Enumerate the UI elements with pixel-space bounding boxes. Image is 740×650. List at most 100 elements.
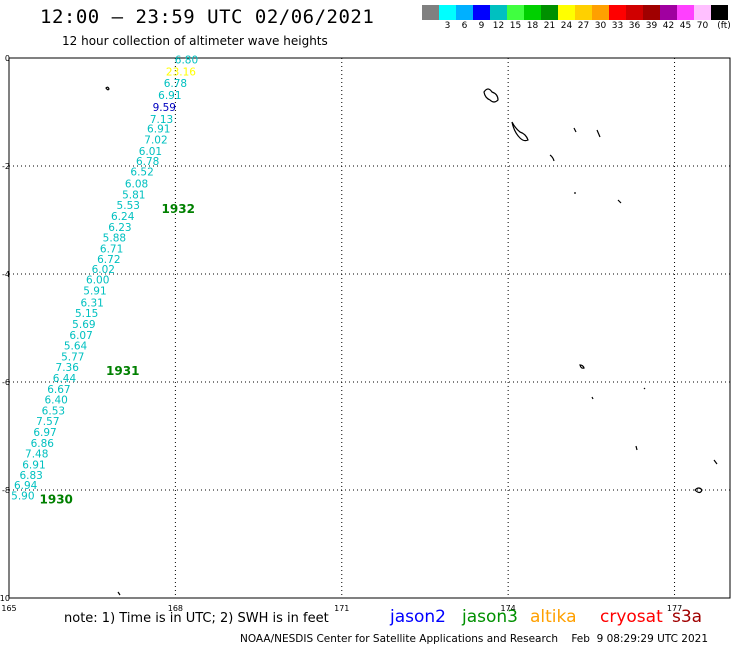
wave-height-label: 6.24 bbox=[111, 211, 135, 223]
wave-height-label: 6.52 bbox=[130, 167, 153, 179]
wave-height-label: 6.67 bbox=[47, 384, 70, 396]
legend-label: 30 bbox=[594, 21, 607, 31]
wave-height-label: 6.97 bbox=[33, 427, 56, 439]
wave-height-label: 6.08 bbox=[125, 179, 148, 191]
island-outline bbox=[591, 396, 594, 400]
wave-height-label: 6.02 bbox=[92, 264, 115, 276]
pass-time-label: 1931 bbox=[106, 364, 139, 378]
satellite-label-jason2: jason2 bbox=[390, 607, 446, 627]
satellite-label-s3a: s3a bbox=[672, 607, 703, 627]
island-outline bbox=[635, 445, 638, 451]
y-tick-label: -2 bbox=[2, 162, 10, 171]
wave-height-label: 6.91 bbox=[22, 459, 45, 471]
wave-height-label: 6.40 bbox=[44, 395, 67, 407]
map-axes: 165 168 171 174 177 0 -2 -4 -6 -8 -10 bbox=[0, 54, 731, 613]
wave-height-label: 6.31 bbox=[80, 297, 103, 309]
legend-label: 6 bbox=[461, 21, 468, 31]
wave-height-label: 5.77 bbox=[61, 351, 84, 363]
footer-note: note: 1) Time is in UTC; 2) SWH is in fe… bbox=[64, 611, 329, 626]
legend-label: 33 bbox=[611, 21, 624, 31]
island-outline bbox=[713, 459, 718, 465]
legend-label: 42 bbox=[662, 21, 675, 31]
credit-line: NOAA/NESDIS Center for Satellite Applica… bbox=[240, 633, 708, 645]
wave-height-label: 7.57 bbox=[36, 416, 59, 428]
legend-swatches bbox=[422, 5, 728, 20]
legend-label: 27 bbox=[577, 21, 590, 31]
satellite-label-cryosat: cryosat bbox=[600, 607, 663, 627]
legend-swatch bbox=[575, 5, 592, 20]
wave-height-label: 7.36 bbox=[56, 362, 80, 374]
island-outline bbox=[579, 364, 585, 369]
legend-swatch bbox=[592, 5, 609, 20]
island-outline bbox=[105, 86, 110, 91]
legend-swatch bbox=[524, 5, 541, 20]
legend-labels: 3 6 9 12 15 18 21 24 27 30 33 36 39 42 45 70 (ft) bbox=[422, 20, 731, 34]
island-outline bbox=[643, 387, 646, 390]
legend-swatch bbox=[626, 5, 643, 20]
island-outline bbox=[617, 199, 622, 204]
wave-height-label: 6.53 bbox=[42, 405, 65, 417]
legend-label: 9 bbox=[478, 21, 485, 31]
wave-height-label: 7.48 bbox=[25, 449, 48, 461]
wave-height-label: 6.71 bbox=[100, 243, 123, 255]
map-grid bbox=[9, 58, 730, 598]
wave-height-label: 6.72 bbox=[97, 254, 120, 266]
legend-swatch bbox=[558, 5, 575, 20]
island-outline bbox=[596, 129, 601, 138]
wave-height-label: 5.91 bbox=[83, 286, 106, 298]
legend-label: 70 bbox=[696, 21, 709, 31]
legend-swatch bbox=[694, 5, 711, 20]
wave-height-label: 5.64 bbox=[64, 341, 88, 353]
wave-height-label: 5.53 bbox=[117, 200, 140, 212]
satellite-label-jason3: jason3 bbox=[462, 607, 518, 627]
x-tick-label: 174 bbox=[501, 604, 516, 613]
wave-height-label: 6.44 bbox=[53, 373, 77, 385]
color-legend: 3 6 9 12 15 18 21 24 27 30 33 36 39 42 45 70 (ft) bbox=[422, 5, 731, 34]
legend-swatch bbox=[711, 5, 728, 20]
island-outline bbox=[483, 88, 499, 103]
x-tick-label: 171 bbox=[334, 604, 349, 613]
legend-swatch bbox=[507, 5, 524, 20]
island-outline bbox=[573, 127, 577, 133]
legend-swatch bbox=[609, 5, 626, 20]
wave-height-label: 6.78 bbox=[164, 78, 187, 90]
x-tick-label: 177 bbox=[667, 604, 682, 613]
legend-swatch bbox=[660, 5, 677, 20]
legend-label: 18 bbox=[526, 21, 539, 31]
legend-unit: (ft) bbox=[717, 21, 731, 31]
wave-height-label: 6.86 bbox=[31, 438, 55, 450]
legend-label: 39 bbox=[645, 21, 658, 31]
island-outline bbox=[549, 154, 555, 162]
wave-height-label: 7.02 bbox=[144, 134, 167, 146]
legend-swatch bbox=[643, 5, 660, 20]
pass-time-labels: 1932 1931 1930 bbox=[40, 202, 195, 507]
legend-swatch bbox=[473, 5, 490, 20]
wave-height-label: 6.94 bbox=[14, 480, 38, 492]
y-tick-label: -8 bbox=[2, 486, 10, 495]
chart-subtitle: 12 hour collection of altimeter wave hei… bbox=[62, 34, 328, 48]
wave-height-label: 6.23 bbox=[108, 222, 131, 234]
wave-height-label: 6.00 bbox=[86, 275, 109, 287]
pass-time-label: 1930 bbox=[40, 493, 73, 507]
y-tick-label: -10 bbox=[0, 594, 10, 603]
wave-height-label: 6.91 bbox=[158, 90, 181, 102]
legend-swatch bbox=[439, 5, 456, 20]
y-tick-label: -4 bbox=[2, 270, 10, 279]
legend-swatch bbox=[677, 5, 694, 20]
wave-height-label: 7.13 bbox=[150, 114, 173, 126]
satellite-label-altika: altika bbox=[530, 607, 577, 627]
island-outline bbox=[511, 121, 529, 142]
chart-title: 12:00 – 23:59 UTC 02/06/2021 bbox=[40, 6, 375, 28]
legend-label: 15 bbox=[509, 21, 522, 31]
legend-label: 12 bbox=[492, 21, 505, 31]
pass-time-label: 1932 bbox=[162, 202, 195, 216]
y-tick-label: 0 bbox=[5, 54, 10, 63]
island-outline bbox=[117, 591, 121, 596]
wave-height-label: 5.15 bbox=[75, 308, 98, 320]
wave-height-label: 6.07 bbox=[69, 330, 92, 342]
island-outline bbox=[694, 487, 703, 494]
wave-height-label: 5.69 bbox=[72, 319, 95, 331]
island-outlines bbox=[105, 86, 718, 596]
legend-label: 24 bbox=[560, 21, 573, 31]
